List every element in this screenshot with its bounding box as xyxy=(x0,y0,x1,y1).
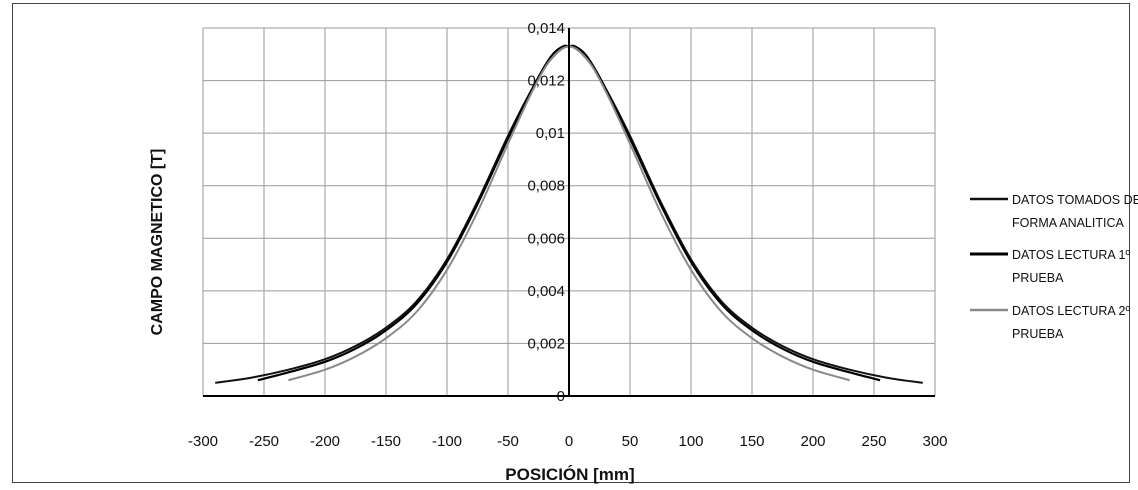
x-tick-label: 150 xyxy=(739,433,764,450)
y-tick-label: 0,006 xyxy=(527,230,565,247)
legend-item-lectura-2: DATOS LECTURA 2º PRUEBA xyxy=(970,304,1130,341)
x-tick-label: -250 xyxy=(249,433,279,450)
y-tick-label: 0,01 xyxy=(536,125,565,142)
x-tick-label: -300 xyxy=(188,433,218,450)
x-axis-title: POSICIÓN [mm] xyxy=(505,465,634,484)
chart-frame xyxy=(12,3,1130,483)
x-tick-label: 200 xyxy=(800,433,825,450)
legend-label-lectura-1-line2: PRUEBA xyxy=(1012,271,1064,285)
x-tick-label: 300 xyxy=(922,433,947,450)
legend-item-analitica: DATOS TOMADOS DE FORMA ANALITICA xyxy=(970,193,1138,230)
legend-label-lectura-2-line1: DATOS LECTURA 2º xyxy=(1012,304,1130,318)
x-tick-label: 0 xyxy=(565,433,573,450)
y-tick-label: 0,008 xyxy=(527,178,565,195)
y-tick-label: 0,014 xyxy=(527,20,565,37)
legend: DATOS TOMADOS DE FORMA ANALITICA DATOS L… xyxy=(970,193,1138,341)
x-tick-label: -100 xyxy=(432,433,462,450)
legend-label-analitica-line1: DATOS TOMADOS DE xyxy=(1012,193,1138,207)
x-tick-label: 50 xyxy=(622,433,639,450)
y-tick-label: 0,004 xyxy=(527,283,565,300)
y-tick-label: 0,012 xyxy=(527,73,565,90)
legend-label-lectura-2-line2: PRUEBA xyxy=(1012,327,1064,341)
x-tick-label: 100 xyxy=(678,433,703,450)
axes xyxy=(203,28,935,397)
x-tick-label: -50 xyxy=(497,433,519,450)
x-tick-label: -150 xyxy=(371,433,401,450)
y-tick-label: 0 xyxy=(557,388,565,405)
legend-label-analitica-line2: FORMA ANALITICA xyxy=(1012,216,1124,230)
x-tick-label: -200 xyxy=(310,433,340,450)
y-axis-title: CAMPO MAGNETICO [T] xyxy=(149,149,166,336)
x-tick-label: 250 xyxy=(861,433,886,450)
legend-label-lectura-1-line1: DATOS LECTURA 1º xyxy=(1012,248,1130,262)
tick-labels: -300 -250 -200 -150 -100 -50 0 50 100 150 200 250 30… xyxy=(188,20,948,450)
legend-item-lectura-1: DATOS LECTURA 1º PRUEBA xyxy=(970,248,1130,285)
y-tick-label: 0,002 xyxy=(527,335,565,352)
